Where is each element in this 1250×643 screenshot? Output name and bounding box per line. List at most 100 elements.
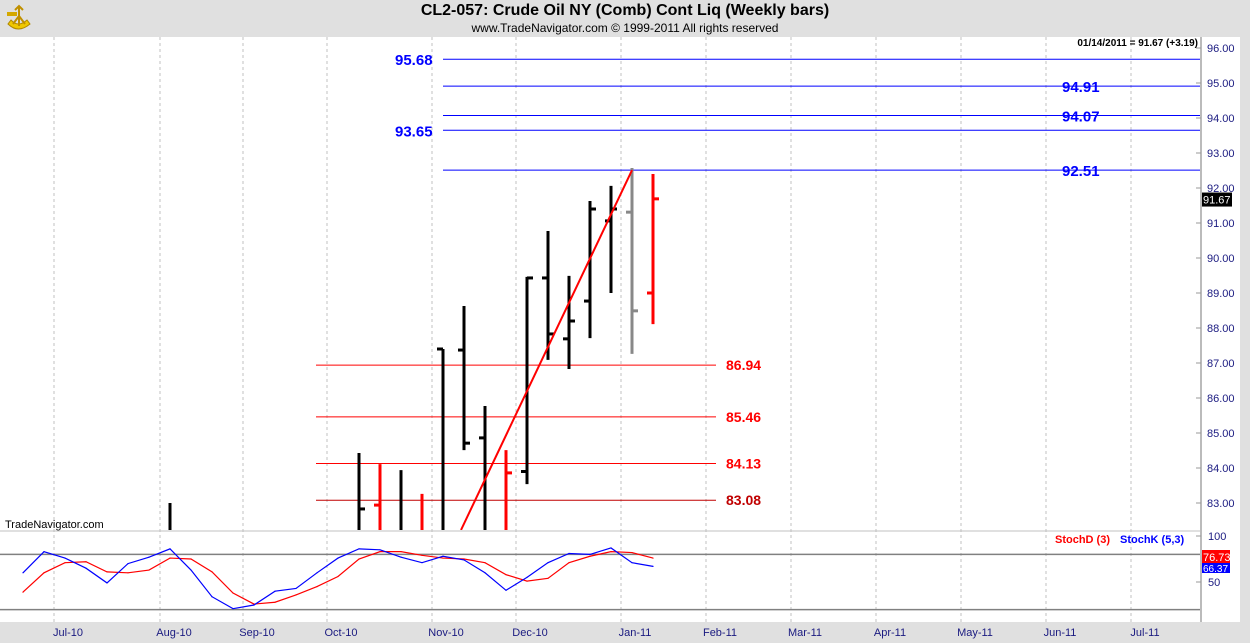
price-axis-area xyxy=(1200,37,1240,622)
stoch-point xyxy=(295,594,297,596)
y-tick-label: 87.00 xyxy=(1207,358,1235,370)
stoch-point xyxy=(358,548,360,550)
stoch-point xyxy=(148,569,150,571)
x-tick-label: Jul-11 xyxy=(1130,627,1159,639)
y-tick-label: 94.00 xyxy=(1207,113,1235,125)
stoch-point xyxy=(148,556,150,558)
stoch-point xyxy=(631,562,633,564)
stoch-point xyxy=(43,551,45,553)
title-bar: CL2-057: Crude Oil NY (Comb) Cont Liq (W… xyxy=(0,0,1250,37)
stoch-point xyxy=(85,561,87,563)
x-tick-label: Jul-10 xyxy=(53,627,83,639)
chart-title: CL2-057: Crude Oil NY (Comb) Cont Liq (W… xyxy=(420,2,830,19)
upper-level-label: 93.65 xyxy=(395,123,433,140)
y-tick-label: 96.00 xyxy=(1207,43,1235,55)
stoch-point xyxy=(589,555,591,557)
stoch-point xyxy=(274,590,276,592)
x-tick-label: Feb-11 xyxy=(703,627,737,639)
y-tick-label: 88.00 xyxy=(1207,323,1235,335)
stoch-point xyxy=(211,571,213,573)
stoch-point xyxy=(610,551,612,553)
stoch-point xyxy=(463,559,465,561)
x-tick-label: Jan-11 xyxy=(619,627,652,639)
stoch-point xyxy=(610,547,612,549)
stoch-point xyxy=(295,587,297,590)
x-tick-label: Jun-11 xyxy=(1044,627,1077,639)
stoch-point xyxy=(442,557,444,559)
stoch-point xyxy=(274,601,276,603)
stoch-point xyxy=(631,551,633,554)
stoch-point xyxy=(127,563,129,565)
stoch-point xyxy=(547,577,549,579)
x-tick-label: May-11 xyxy=(957,627,993,639)
ohlc-bar xyxy=(479,406,487,530)
lower-level-label: 86.94 xyxy=(726,357,761,373)
stoch-point xyxy=(64,557,66,559)
stoch-y-label: 50 xyxy=(1208,577,1220,589)
stoch-point xyxy=(85,567,87,569)
x-tick-label: Aug-10 xyxy=(156,627,191,639)
stoch-point xyxy=(64,562,66,564)
price-plot xyxy=(168,58,1200,530)
stoch-point xyxy=(43,572,45,574)
stoch-point xyxy=(379,551,381,553)
stoch-point xyxy=(505,589,507,591)
stoch-point xyxy=(358,558,360,560)
stoch-point xyxy=(484,562,486,564)
stochd-value: 76.73 xyxy=(1203,552,1231,564)
ohlc-bar xyxy=(647,174,659,325)
stoch-point xyxy=(232,592,234,594)
y-tick-label: 95.00 xyxy=(1207,78,1235,90)
ohlc-bar xyxy=(458,305,470,451)
ohlc-bar xyxy=(521,276,533,485)
stoch-point xyxy=(190,558,192,560)
stoch-point xyxy=(232,608,234,610)
stoch-y-label: 100 xyxy=(1208,531,1226,543)
stoch-point xyxy=(253,604,255,606)
stoch-point xyxy=(652,565,654,567)
stoch-point xyxy=(169,557,171,559)
x-tick-label: Dec-10 xyxy=(512,627,547,639)
upper-level-label: 92.51 xyxy=(1062,163,1100,180)
stoch-point xyxy=(106,582,108,584)
y-tick-label: 85.00 xyxy=(1207,428,1235,440)
upper-level-label: 94.91 xyxy=(1062,79,1100,96)
stoch-point xyxy=(526,576,528,579)
lower-level-label: 83.08 xyxy=(726,492,761,508)
trendline xyxy=(460,169,633,530)
x-tick-label: Oct-10 xyxy=(324,627,357,639)
y-tick-label: 83.00 xyxy=(1207,498,1235,510)
ohlc-bar xyxy=(374,464,382,530)
price-panel xyxy=(0,37,1200,530)
last-bar-info: 01/14/2011 = 91.67 (+3.19) xyxy=(1077,38,1198,49)
watermark-text: TradeNavigator.com xyxy=(5,519,104,531)
upper-level-label: 95.68 xyxy=(395,52,433,69)
ohlc-bar xyxy=(504,450,512,530)
y-tick-label: 91.00 xyxy=(1207,218,1235,230)
y-tick-label: 84.00 xyxy=(1207,463,1235,475)
stoch-point xyxy=(568,552,570,555)
x-tick-label: Apr-11 xyxy=(874,627,906,639)
x-tick-label: Sep-10 xyxy=(239,627,274,639)
ohlc-bar xyxy=(437,347,445,530)
sextant-logo-icon xyxy=(7,4,31,30)
stoch-point xyxy=(421,554,423,556)
stoch-point xyxy=(652,557,654,559)
y-tick-label: 93.00 xyxy=(1207,148,1235,160)
stoch-point xyxy=(22,572,24,574)
stoch-point xyxy=(526,580,528,582)
stoch-panel xyxy=(0,532,1200,622)
stoch-point xyxy=(484,572,486,574)
stoch-point xyxy=(316,586,318,588)
stoch-point xyxy=(22,591,24,593)
ohlc-bar xyxy=(563,275,575,369)
stoch-point xyxy=(442,555,444,557)
stoch-point xyxy=(400,556,402,558)
stoch-point xyxy=(337,557,339,559)
stochd-tag xyxy=(1202,550,1230,563)
ohlc-bar xyxy=(542,231,554,360)
stochk-tag xyxy=(1202,563,1230,573)
stoch-point xyxy=(211,596,213,598)
stoch-legend: StochK (5,3) xyxy=(1120,534,1185,546)
